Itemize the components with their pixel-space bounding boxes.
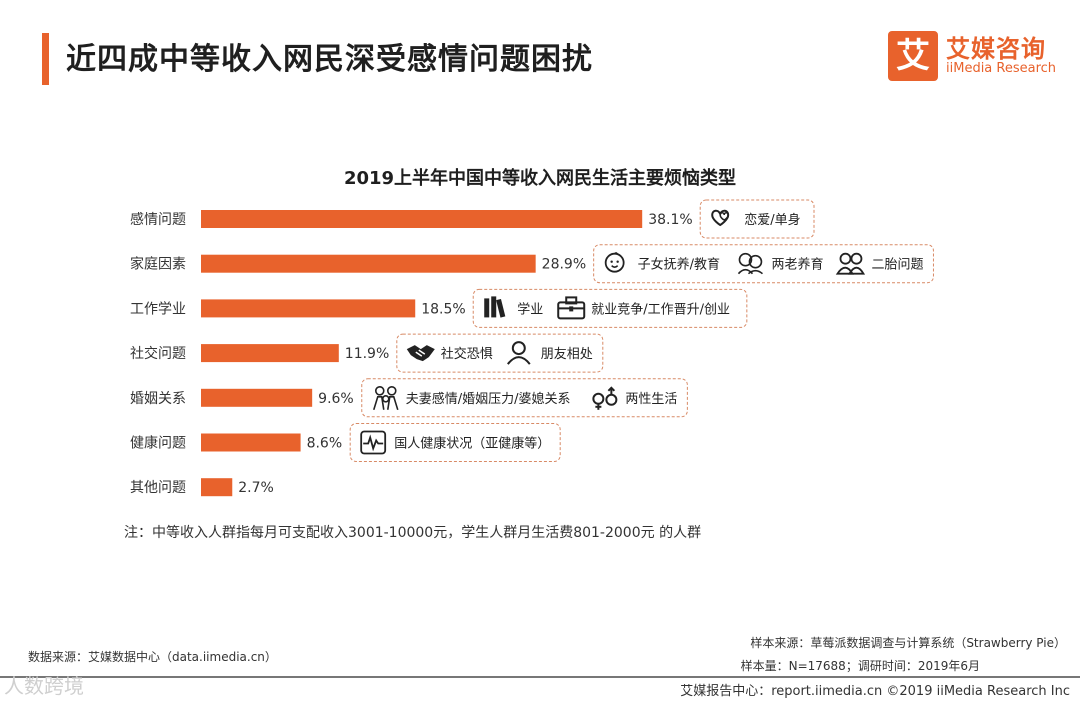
annotation-label: 夫妻感情/婚姻压力/婆媳关系 <box>406 391 571 407</box>
y-tick-label: 工作学业 <box>130 301 186 317</box>
annotation-label: 就业竞争/工作晋升/创业 <box>591 301 730 317</box>
bar <box>201 478 233 497</box>
data-source: 数据来源：艾媒数据中心（data.iimedia.cn） <box>28 650 277 664</box>
annotation-label: 学业 <box>517 301 543 317</box>
annotation-label: 两性生活 <box>625 392 677 407</box>
logo-name-cn: 艾媒咨询 <box>946 35 1046 63</box>
sample-source: 样本来源：草莓派数据调查与计算系统（Strawberry Pie） <box>750 636 1066 650</box>
data-label: 9.6% <box>318 391 354 407</box>
chart-note: 注：中等收入人群指每月可支配收入3001-10000元，学生人群月生活费801-… <box>124 525 702 541</box>
bar <box>201 254 536 273</box>
elderly-couple-icon <box>737 252 763 275</box>
chart-title: 2019上半年中国中等收入网民生活主要烦恼类型 <box>343 168 737 189</box>
data-label: 28.9% <box>542 257 586 273</box>
baby-face-icon <box>604 252 625 273</box>
annotation-box <box>396 333 604 373</box>
logo-name-en: iiMedia Research <box>946 61 1057 76</box>
annotation-label: 朋友相处 <box>541 346 593 362</box>
annotation-label: 子女抚养/教育 <box>638 257 720 273</box>
iimedia-logo: 艾 艾媒咨询 iiMedia Research <box>888 29 1060 83</box>
annotation-label: 二胎问题 <box>871 258 923 273</box>
annotation-label: 两老养育 <box>771 257 823 273</box>
title-accent-bar <box>42 33 49 85</box>
y-tick-label: 健康问题 <box>130 435 186 452</box>
data-label: 8.6% <box>307 436 343 452</box>
annotation-box <box>472 288 748 328</box>
annotation-label: 社交恐惧 <box>441 346 493 362</box>
annotation-box <box>699 199 815 239</box>
books-icon <box>484 296 506 318</box>
data-label: 18.5% <box>421 301 465 317</box>
data-label: 11.9% <box>345 346 389 362</box>
y-tick-label: 家庭因素 <box>130 256 186 273</box>
bar <box>201 344 339 363</box>
heartbeat-icon <box>360 430 387 455</box>
briefcase-icon <box>557 296 586 320</box>
data-label: 38.1% <box>648 212 692 228</box>
bar <box>201 299 416 318</box>
bar <box>201 210 643 228</box>
footer-divider <box>0 676 1080 678</box>
handshake-icon <box>406 345 435 362</box>
annotation-label: 恋爱/单身 <box>744 212 800 228</box>
watermark: 人数跨境 <box>4 674 84 698</box>
family-icon <box>373 385 399 411</box>
y-tick-label: 婚姻关系 <box>130 391 186 407</box>
sample-size: 样本量：N=17688；调研时间：2019年6月 <box>740 659 980 673</box>
report-center: 艾媒报告中心：report.iimedia.cn ©2019 iiMedia R… <box>680 684 1070 699</box>
y-tick-label: 社交问题 <box>130 345 186 362</box>
data-label: 2.7% <box>238 480 274 496</box>
bar <box>201 388 313 407</box>
annotation-box <box>349 423 561 462</box>
two-people-icon <box>835 252 866 275</box>
logo-mark: 艾 <box>888 31 938 81</box>
friends-icon <box>507 341 531 365</box>
annotation-box <box>361 378 688 418</box>
annotation-label: 国人健康状况（亚健康等） <box>394 436 550 452</box>
bar <box>201 433 301 452</box>
heart-icon <box>711 209 730 227</box>
page-title: 近四成中等收入网民深受感情问题困扰 <box>66 42 593 77</box>
y-tick-label: 感情问题 <box>130 211 186 228</box>
gender-icon <box>592 386 618 410</box>
y-tick-label: 其他问题 <box>130 480 186 496</box>
